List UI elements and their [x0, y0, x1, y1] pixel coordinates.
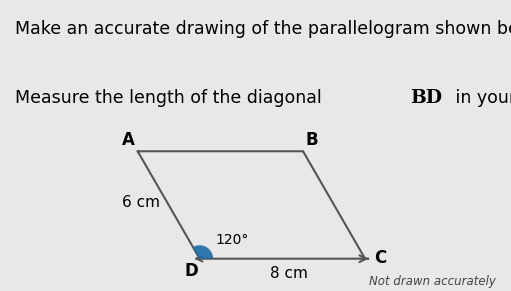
Text: A: A [122, 131, 134, 149]
Text: Not drawn accurately: Not drawn accurately [369, 275, 496, 288]
Text: C: C [375, 249, 387, 267]
Text: in your diagram to 1 d.p.: in your diagram to 1 d.p. [450, 89, 511, 107]
Text: 120°: 120° [215, 233, 248, 247]
Text: Measure the length of the diagonal: Measure the length of the diagonal [15, 89, 328, 107]
Text: Make an accurate drawing of the parallelogram shown below.: Make an accurate drawing of the parallel… [15, 20, 511, 38]
Polygon shape [193, 245, 213, 259]
Text: B: B [305, 131, 318, 149]
Text: 8 cm: 8 cm [270, 266, 308, 281]
Text: 6 cm: 6 cm [123, 195, 160, 210]
Text: D: D [185, 262, 199, 280]
Text: BD: BD [410, 89, 442, 107]
